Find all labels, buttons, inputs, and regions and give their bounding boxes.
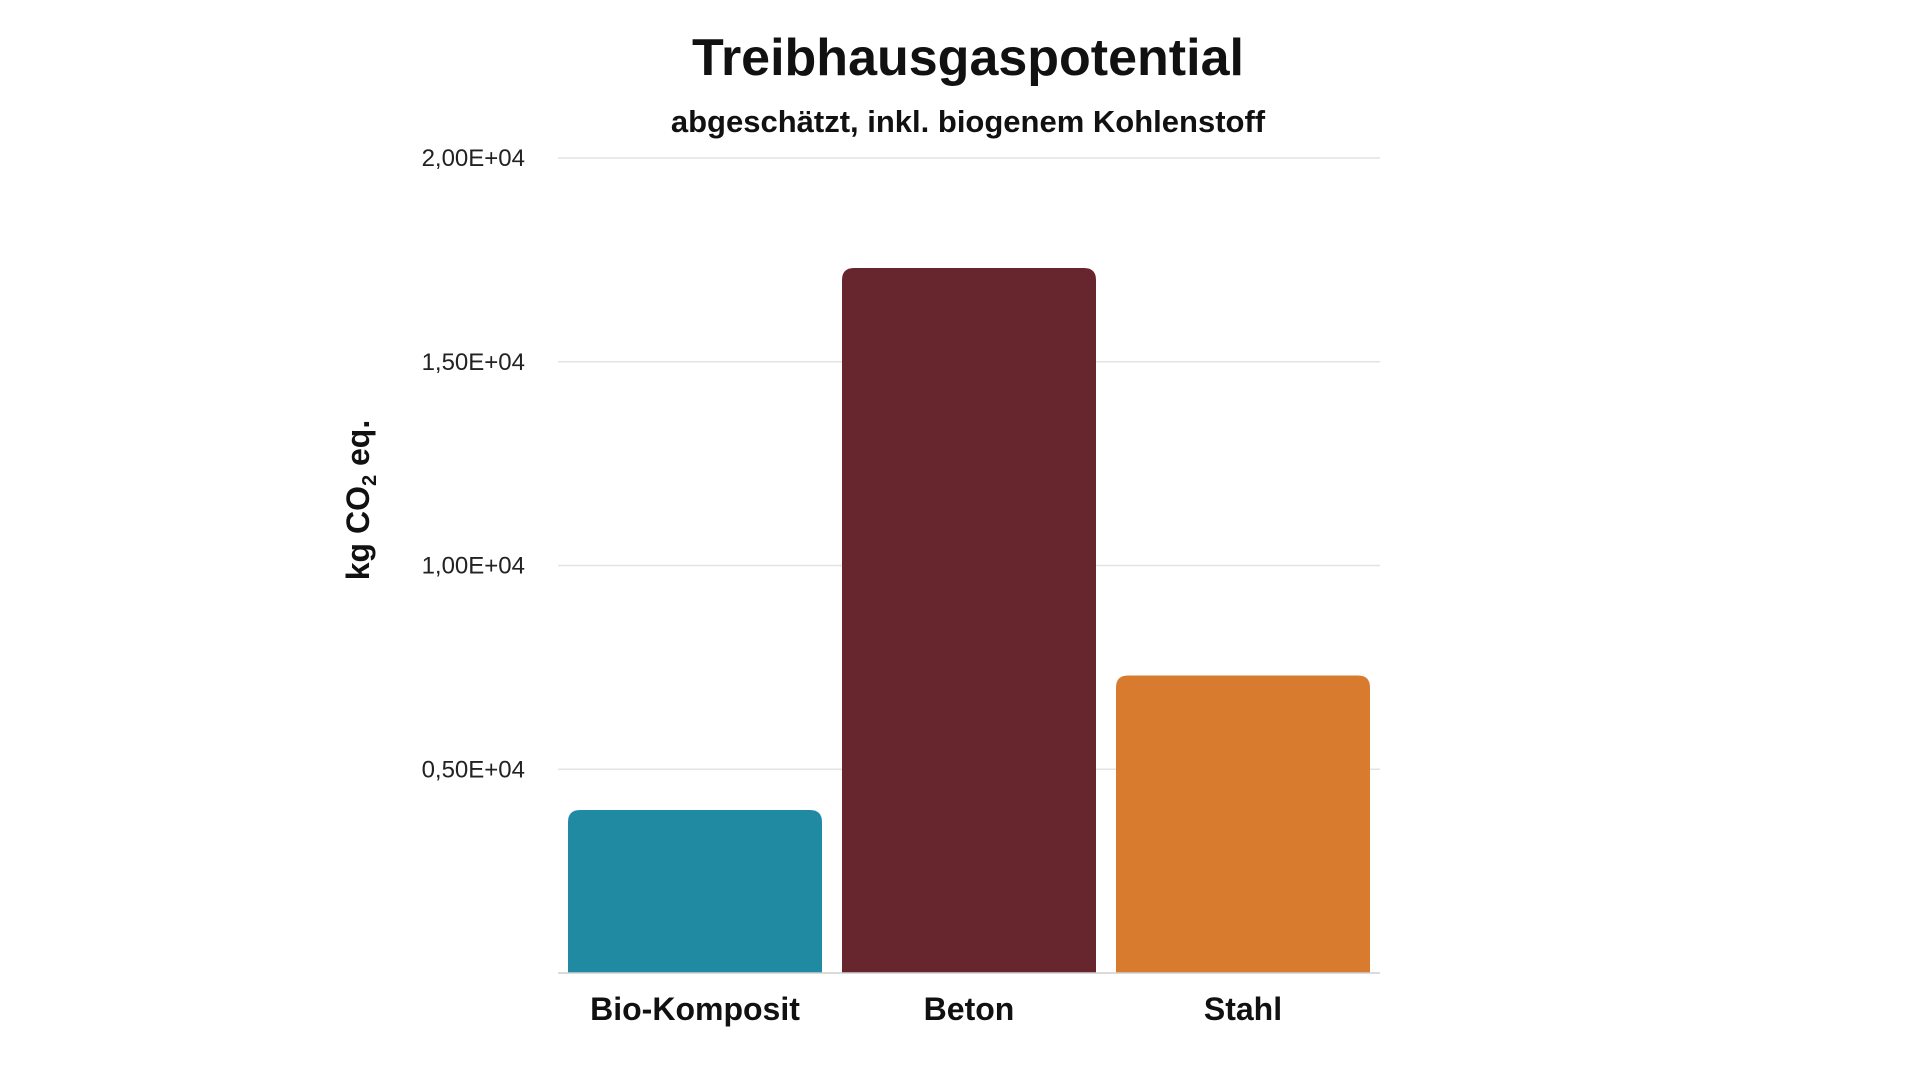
y-axis-label-suffix: eq. — [340, 420, 376, 475]
y-axis-ticks: 0,50E+04 1,00E+04 1,50E+04 2,00E+04 — [422, 145, 525, 783]
x-category-label-1: Beton — [924, 991, 1015, 1027]
bar-beton — [842, 268, 1096, 973]
y-tick-label-2: 1,50E+04 — [422, 349, 525, 376]
bar-stahl — [1116, 675, 1370, 973]
chart-title: Treibhausgaspotential — [692, 29, 1244, 87]
bars — [568, 268, 1370, 973]
bar-bio-komposit — [568, 810, 822, 973]
y-axis-label: kg CO2 eq. — [340, 420, 381, 580]
y-tick-label-0: 0,50E+04 — [422, 756, 525, 783]
chart-subtitle: abgeschätzt, inkl. biogenem Kohlenstoff — [671, 104, 1266, 139]
y-axis-label-prefix: kg CO — [340, 486, 376, 580]
y-tick-label-1: 1,00E+04 — [422, 553, 525, 580]
y-axis-label-subscript: 2 — [359, 475, 381, 486]
x-category-label-0: Bio-Komposit — [590, 991, 800, 1027]
x-axis-categories: Bio-Komposit Beton Stahl — [590, 991, 1282, 1027]
y-tick-label-3: 2,00E+04 — [422, 145, 525, 172]
x-category-label-2: Stahl — [1204, 991, 1282, 1027]
